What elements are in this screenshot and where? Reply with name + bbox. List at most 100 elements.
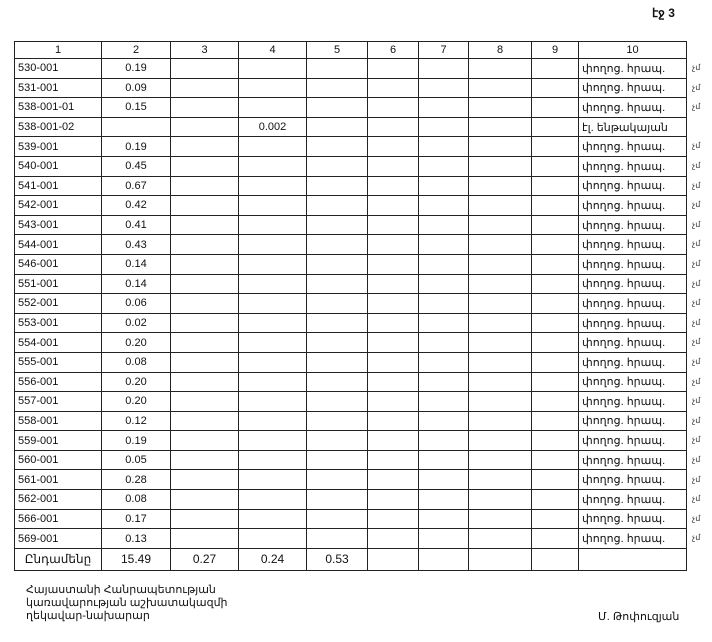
table-cell: փողոց. հրապ. <box>578 528 687 549</box>
table-cell <box>306 234 368 255</box>
table-cell <box>418 410 469 432</box>
table-cell: 0.19 <box>101 430 171 451</box>
table-cell <box>468 312 532 334</box>
table-cell <box>531 410 579 432</box>
table-cell <box>170 136 239 157</box>
table-row: 561-001 0.28 փողոց. հրապ. <box>14 469 687 491</box>
table-cell <box>367 528 419 549</box>
margin-mark: չմ <box>692 259 701 268</box>
table-cell <box>418 234 469 255</box>
table-cell: 557-001 <box>14 391 102 412</box>
margin-mark: չմ <box>692 337 701 347</box>
table-cell: 554-001 <box>14 332 102 353</box>
table-cell <box>468 58 532 79</box>
column-header: 2 <box>101 41 171 59</box>
total-cell: 0.27 <box>170 547 239 571</box>
table-cell: 0.20 <box>101 391 171 412</box>
margin-mark: չմ <box>692 474 701 484</box>
table-cell <box>531 312 579 334</box>
table-cell <box>367 312 419 334</box>
table-cell <box>306 351 368 373</box>
margin-mark: չմ <box>692 141 701 151</box>
table-cell <box>170 391 239 412</box>
table-cell: 0.17 <box>101 508 171 530</box>
table-cell <box>468 214 532 236</box>
table-cell <box>367 77 419 99</box>
table-row: 555-001 0.08 փողոց. հրապ. <box>14 351 687 373</box>
table-cell: 552-001 <box>14 293 102 314</box>
table-cell: 0.45 <box>101 155 171 177</box>
margin-mark: չմ <box>692 455 701 464</box>
table-cell: փողոց. հրապ. <box>578 273 687 295</box>
table-cell <box>367 155 419 177</box>
column-header: 9 <box>531 41 579 59</box>
table-cell <box>367 391 419 412</box>
signatory-title: Հայաստանի Հանրապետության կառավարության ա… <box>26 584 228 623</box>
table-cell <box>418 332 469 353</box>
table-cell <box>306 449 368 471</box>
table-cell <box>531 489 579 510</box>
table-cell <box>531 351 579 373</box>
table-cell <box>468 508 532 530</box>
table-row: 543-001 0.41 փողոց. հրապ. <box>14 214 687 236</box>
table-cell: 531-001 <box>14 77 102 99</box>
table-cell <box>238 351 307 373</box>
table-cell <box>418 449 469 471</box>
column-header: 7 <box>418 41 469 59</box>
table-cell: 543-001 <box>14 214 102 236</box>
table-cell: 559-001 <box>14 430 102 451</box>
table-cell <box>367 508 419 530</box>
margin-mark: չմ <box>692 200 701 210</box>
table-cell <box>101 116 171 138</box>
margin-mark: չմ <box>692 63 701 72</box>
table-cell <box>238 489 307 510</box>
table-cell <box>367 273 419 295</box>
table-cell <box>531 77 579 99</box>
table-cell <box>238 58 307 79</box>
table-cell <box>170 175 239 197</box>
table-cell: 558-001 <box>14 410 102 432</box>
table-row: 562-001 0.08 փողոց. հրապ. <box>14 489 687 510</box>
table-cell <box>418 195 469 216</box>
table-cell <box>418 253 469 275</box>
table-cell <box>306 58 368 79</box>
table-cell <box>170 469 239 491</box>
total-cell <box>531 547 579 571</box>
table-row: 558-001 0.12 փողոց. հրապ. <box>14 410 687 432</box>
table-cell <box>170 97 239 118</box>
table-cell: փողոց. հրապ. <box>578 430 687 451</box>
table-cell: փողոց. հրապ. <box>578 312 687 334</box>
table-cell: 0.15 <box>101 97 171 118</box>
total-cell: 15.49 <box>101 547 171 571</box>
column-header: 3 <box>170 41 239 59</box>
margin-mark: չմ <box>692 180 701 190</box>
table-cell: 540-001 <box>14 155 102 177</box>
table-cell <box>531 58 579 79</box>
table-cell <box>468 410 532 432</box>
table-cell: փողոց. հրապ. <box>578 489 687 510</box>
table-cell: 0.28 <box>101 469 171 491</box>
table-cell: փողոց. հրապ. <box>578 77 687 99</box>
table-cell <box>306 136 368 157</box>
table-cell: էլ. ենթակայան <box>578 116 687 138</box>
table-cell <box>238 97 307 118</box>
table-row: 559-001 0.19 փողոց. հրապ. <box>14 430 687 451</box>
table-cell: 0.20 <box>101 371 171 393</box>
total-cell: Ընդամենը <box>14 547 102 571</box>
table-cell <box>170 214 239 236</box>
table-cell <box>238 214 307 236</box>
table-cell: 0.08 <box>101 351 171 373</box>
table-cell <box>170 430 239 451</box>
table-cell: 0.20 <box>101 332 171 353</box>
table-cell <box>170 371 239 393</box>
table-cell <box>468 293 532 314</box>
table-cell <box>418 116 469 138</box>
table-cell <box>418 371 469 393</box>
table-cell <box>170 195 239 216</box>
table-cell: 0.08 <box>101 489 171 510</box>
table-cell <box>367 175 419 197</box>
table-cell <box>238 449 307 471</box>
table-cell: 542-001 <box>14 195 102 216</box>
table-row: 538-001-02 0.002 էլ. ենթակայան <box>14 116 687 138</box>
table-cell <box>306 410 368 432</box>
